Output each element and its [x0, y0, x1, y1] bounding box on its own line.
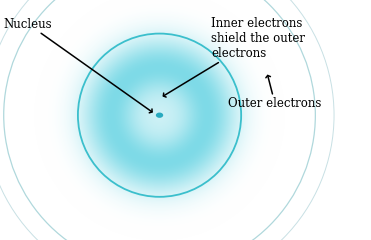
Circle shape [157, 113, 162, 117]
Text: Inner electrons
shield the outer
electrons: Inner electrons shield the outer electro… [163, 17, 305, 97]
Text: Nucleus: Nucleus [4, 18, 152, 113]
Text: Outer electrons: Outer electrons [228, 75, 322, 110]
